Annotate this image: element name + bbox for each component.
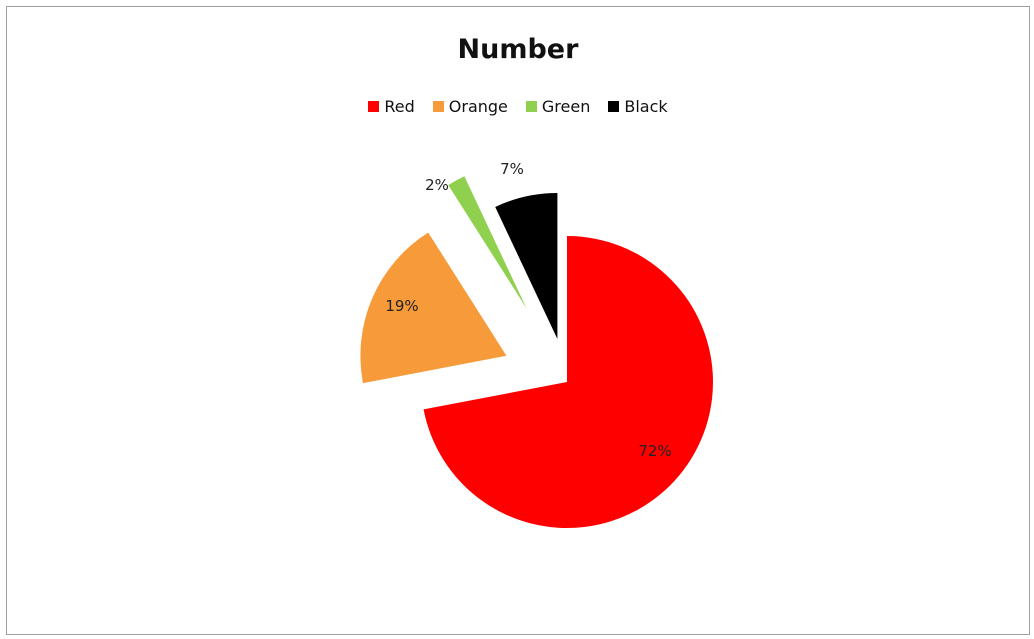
pie-slice-green [448,176,527,309]
data-label-orange: 19% [385,297,418,315]
legend-item-green: Green [525,97,591,116]
data-label-green: 2% [425,176,449,194]
data-label-red: 72% [638,442,671,460]
pie-slice-red [423,236,713,528]
data-label-black: 7% [500,160,524,178]
chart-title: Number [457,34,579,65]
pie-slice-black [495,193,558,340]
legend-swatch-black [608,101,620,112]
legend-label-orange: Orange [448,97,508,116]
legend-swatch-red [368,101,380,112]
pie-slice-orange [360,232,507,384]
legend-swatch-orange [432,101,444,112]
legend-swatch-green [525,101,537,112]
pie-chart: 72% 19% 2% 7% [360,160,713,528]
legend-item-red: Red [368,97,415,116]
legend-label-black: Black [624,97,668,116]
legend: Red Orange Green Black [7,97,1029,116]
legend-item-orange: Orange [432,97,508,116]
legend-item-black: Black [608,97,668,116]
chart-area: Number Red Orange Green Black 72% 19% 2% 7% [6,6,1030,635]
legend-label-green: Green [541,97,591,116]
legend-label-red: Red [384,97,415,116]
